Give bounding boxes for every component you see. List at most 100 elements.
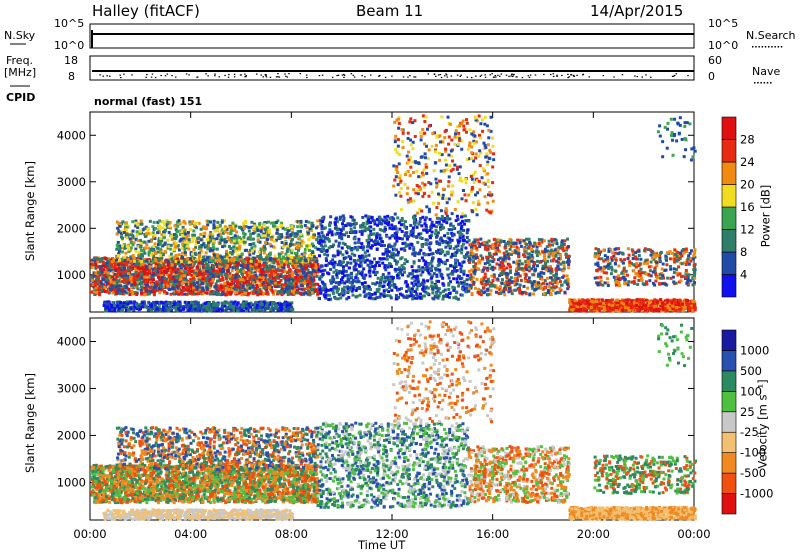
nave-point [493, 76, 495, 78]
echo-cell [132, 308, 136, 312]
echo-cell [132, 259, 136, 263]
echo-cell [159, 236, 163, 240]
echo-cell [93, 257, 97, 261]
nsearch-tick-bottom: 10^0 [708, 39, 739, 52]
echo-cell [204, 251, 208, 255]
echo-cell [299, 292, 303, 296]
echo-cell [169, 292, 173, 296]
nave-point [244, 76, 246, 78]
echo-cell [192, 278, 196, 282]
nave-point [378, 75, 380, 77]
nave-point [239, 74, 242, 76]
echo-cell [98, 257, 102, 261]
nave-dot [766, 82, 769, 84]
echo-cell [108, 287, 112, 291]
echo-cell [394, 285, 398, 289]
echo-cell [428, 248, 432, 252]
echo-cell [176, 229, 180, 233]
echo-cell [396, 216, 400, 220]
nave-point [510, 75, 512, 77]
echo-cell [117, 221, 121, 225]
echo-cell [259, 229, 263, 233]
nave-point [621, 74, 624, 76]
echo-cell [166, 263, 170, 267]
nave-point [379, 74, 381, 77]
echo-cell [115, 267, 119, 271]
echo-cell [153, 226, 157, 230]
echo-cell [237, 276, 241, 280]
echo-cell [300, 269, 304, 273]
nave-point [106, 75, 108, 77]
echo-cell [177, 219, 181, 223]
echo-cell [311, 263, 315, 267]
echo-cell [113, 289, 117, 293]
echo-cell [118, 258, 122, 262]
echo-cell [385, 257, 389, 261]
echo-cell [155, 280, 159, 284]
echo-cell [229, 246, 233, 250]
echo-cell [131, 243, 135, 247]
echo-cell [144, 304, 148, 308]
echo-cell [110, 260, 114, 264]
echo-cell [234, 249, 238, 253]
echo-cell [404, 258, 408, 262]
echo-cell [269, 273, 273, 277]
echo-cell [188, 271, 192, 275]
echo-cell [116, 281, 120, 285]
nave-point [556, 75, 558, 77]
echo-cell [199, 227, 203, 231]
echo-cell [95, 278, 99, 282]
echo-cell [220, 220, 224, 224]
echo-cell [294, 272, 298, 276]
echo-cell [355, 273, 359, 277]
echo-cell [292, 282, 296, 286]
echo-cell [194, 253, 198, 257]
echo-cell [361, 221, 365, 225]
nsky-label: N.Sky [4, 29, 36, 42]
echo-cell [315, 259, 319, 263]
echo-cell [198, 253, 202, 257]
echo-cell [187, 238, 191, 242]
echo-cell [198, 283, 202, 287]
echo-cell [221, 245, 225, 249]
echo-cell [240, 252, 244, 256]
echo-cell [419, 273, 423, 277]
echo-cell [216, 220, 220, 224]
nsky-tick-bottom: 10^0 [54, 39, 85, 52]
echo-cell [313, 288, 317, 292]
echo-cell [335, 275, 339, 279]
echo-cell [191, 236, 195, 240]
echo-cell [244, 300, 248, 304]
echo-cell [163, 228, 167, 232]
echo-cell [262, 248, 266, 252]
echo-cell [418, 236, 422, 240]
echo-cell [151, 225, 155, 229]
x-axis-label: Time UT [358, 538, 406, 552]
nave-point [613, 76, 615, 78]
y-tick-label: 3000 [57, 381, 86, 395]
echo-cell [110, 304, 114, 308]
nave-point [214, 75, 216, 77]
echo-cell [250, 265, 254, 269]
echo-cell [428, 217, 432, 221]
echo-cell [113, 307, 117, 311]
echo-cell [430, 220, 434, 224]
echo-cell [191, 252, 195, 256]
echo-cell [146, 280, 150, 284]
echo-cell [234, 274, 238, 278]
echo-cell [300, 283, 304, 287]
echo-cell [235, 288, 239, 292]
nave-point [265, 76, 268, 78]
nave-point [671, 75, 674, 78]
echo-cell [238, 244, 242, 248]
echo-cell [224, 277, 228, 281]
echo-cell [420, 256, 424, 260]
nave-point [343, 74, 346, 76]
echo-cell [437, 220, 441, 224]
echo-cell [306, 292, 310, 296]
echo-cell [99, 269, 103, 273]
echo-cell [371, 264, 375, 268]
echo-cell [255, 279, 259, 283]
nave-point [364, 76, 366, 78]
nave-point [269, 76, 272, 79]
